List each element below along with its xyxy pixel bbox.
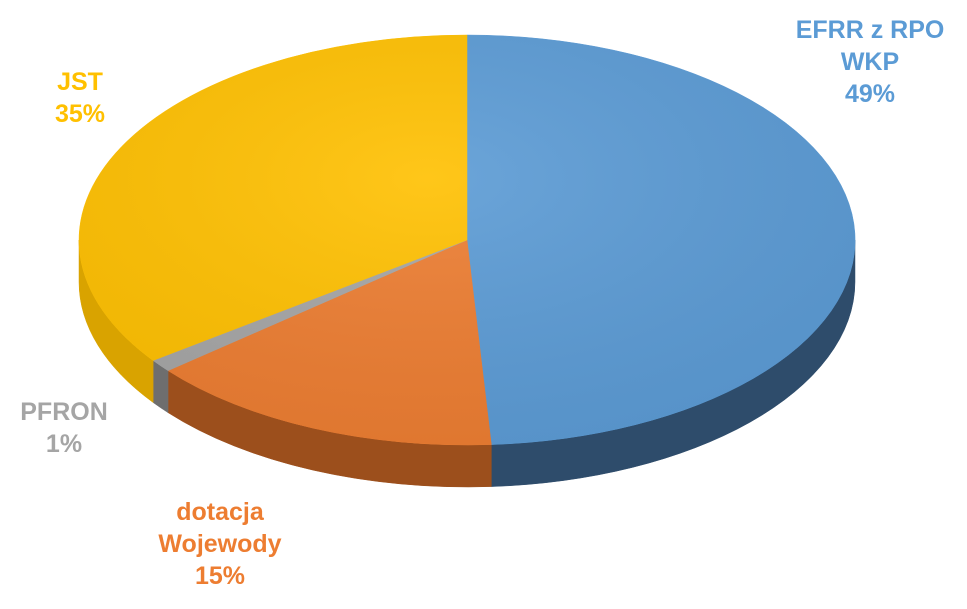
slice-value-pfron: 1% bbox=[45, 430, 83, 458]
slice-value-jst: 35% bbox=[54, 100, 106, 128]
slice-label-jst-line1: JST bbox=[57, 68, 103, 96]
slice-label-dotacja: dotacja Wojewody 15% bbox=[120, 496, 320, 592]
slice-label-pfron-line1: PFRON bbox=[20, 398, 108, 426]
slice-label-efrr-line2: WKP bbox=[840, 48, 900, 76]
slice-label-efrr-line1: EFRR z RPO bbox=[795, 16, 945, 44]
slice-label-dotacja-line1: dotacja bbox=[176, 498, 264, 526]
slice-label-pfron: PFRON 1% bbox=[4, 396, 124, 460]
slice-label-efrr: EFRR z RPO WKP 49% bbox=[780, 14, 960, 110]
slice-label-dotacja-line2: Wojewody bbox=[158, 530, 282, 558]
slice-value-dotacja: 15% bbox=[194, 562, 246, 590]
pie-top-shading bbox=[79, 35, 855, 445]
slice-label-jst: JST 35% bbox=[30, 66, 130, 130]
pie-tops bbox=[78, 34, 856, 446]
slice-value-efrr: 49% bbox=[844, 80, 896, 108]
